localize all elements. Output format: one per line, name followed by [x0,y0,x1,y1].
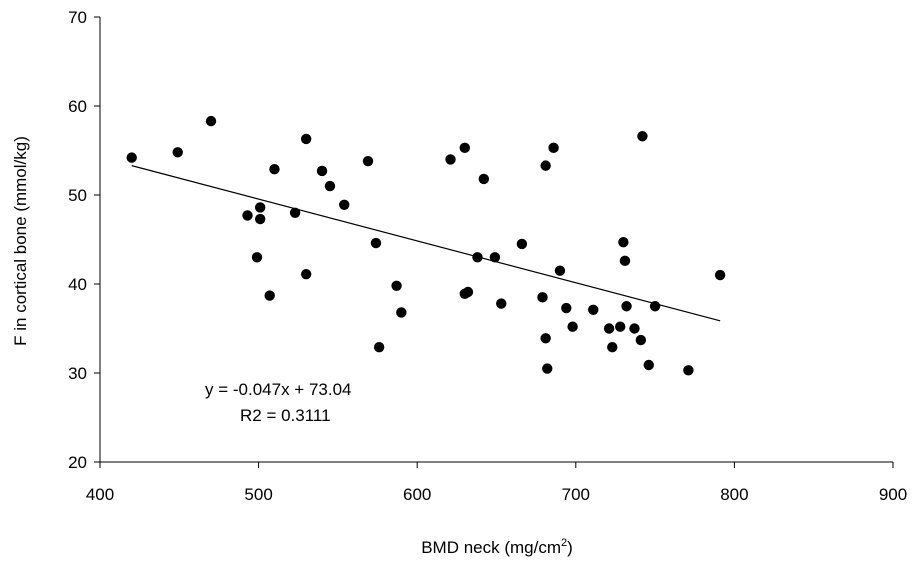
y-tick-label: 60 [68,97,87,116]
data-point [126,152,137,163]
data-point [496,298,507,309]
data-point [621,301,632,312]
y-tick-label: 20 [68,453,87,472]
data-point [588,304,599,316]
data-point [489,252,501,263]
data-point [324,180,336,192]
x-tick-label: 400 [86,485,114,504]
data-point [683,365,694,376]
data-point [635,334,647,346]
data-point [459,142,470,154]
data-point [254,202,266,213]
data-point [540,160,551,171]
data-point [300,269,312,280]
data-point [391,280,402,291]
data-point [300,133,312,145]
y-axis-title: F in cortical bone (mmol/kg) [11,136,30,346]
data-point [339,199,350,210]
x-axis-title: BMD neck (mg/cm2) [421,537,573,557]
data-point [205,115,217,127]
y-tick-label: 30 [68,364,87,383]
data-point [548,142,559,154]
x-tick-label: 900 [879,485,907,504]
x-tick-label: 700 [562,485,590,504]
y-tick-label: 40 [68,275,87,294]
data-point [618,236,629,248]
x-tick-label: 800 [720,485,748,504]
data-point [445,154,456,165]
trendline [131,165,721,322]
data-point [567,321,578,332]
data-point [242,210,253,221]
data-point [649,301,661,312]
data-point [251,252,263,263]
data-point [643,359,654,371]
data-point [396,307,407,318]
y-tick-label: 50 [68,186,87,205]
data-point [615,321,626,332]
data-point [561,302,572,314]
data-point [554,265,566,276]
data-point [269,163,280,175]
data-point [603,323,615,334]
data-point [316,165,328,177]
data-points [126,115,726,376]
data-point [362,155,374,167]
data-point [542,363,553,374]
r-squared-label: R2 = 0.3111 [240,406,331,425]
y-tick-label: 70 [68,8,87,27]
data-point [370,237,382,249]
data-point [472,252,483,263]
data-point [540,333,551,344]
x-tick-label: 500 [244,485,272,504]
x-tick-label: 600 [403,485,431,504]
trendline-group [131,165,721,322]
data-point [264,290,275,301]
data-point [254,213,266,225]
data-point [714,269,726,281]
data-point [516,238,528,250]
data-point [289,207,301,218]
data-point [373,341,385,353]
data-point [537,292,548,303]
data-point [607,341,618,353]
data-point [637,131,648,142]
axes: 20 30 40 50 60 70 400 500 600 700 800 900 [68,8,907,504]
trendline-equation: y = -0.047x + 73.04 [205,380,352,399]
data-point [462,286,474,298]
data-point [172,147,183,158]
data-point [629,323,640,334]
data-point [619,255,631,267]
data-point [478,173,490,185]
